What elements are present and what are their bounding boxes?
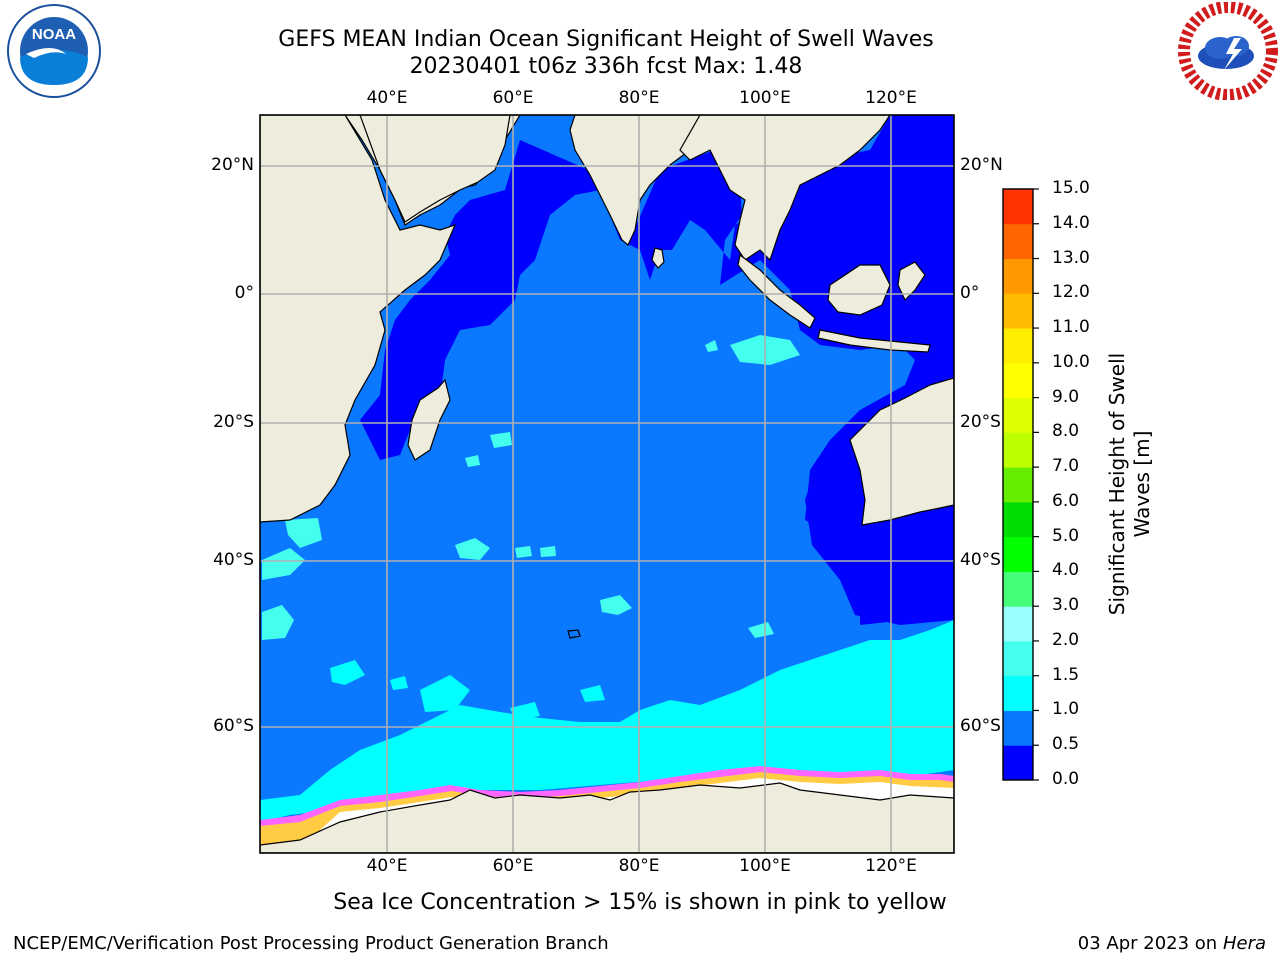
colorbar-tick-label: 2.0 bbox=[1052, 629, 1080, 650]
lon-label-bottom: 60°E bbox=[492, 856, 534, 876]
lat-label-right: 0° bbox=[960, 283, 980, 303]
noaa-logo-icon: NOAA bbox=[7, 4, 101, 98]
colorbar-tick-label: 5.0 bbox=[1052, 525, 1080, 546]
colorbar-title-line1: Significant Height of Swell bbox=[1105, 352, 1129, 616]
colorbar-segment bbox=[1003, 223, 1033, 260]
colorbar-segment bbox=[1003, 397, 1033, 433]
colorbar-segment bbox=[1003, 536, 1033, 572]
footer-credit: NCEP/EMC/Verification Post Processing Pr… bbox=[13, 933, 609, 954]
footer-host: Hera bbox=[1222, 933, 1266, 954]
colorbar bbox=[1003, 188, 1039, 781]
colorbar-segment bbox=[1003, 501, 1033, 538]
land-antarctica bbox=[260, 782, 954, 853]
colorbar-segment bbox=[1003, 710, 1033, 746]
lat-label-left: 60°S bbox=[213, 716, 254, 736]
noaa-logo-text: NOAA bbox=[32, 26, 76, 43]
footer-date-text: 03 Apr 2023 on bbox=[1077, 933, 1223, 954]
colorbar-tick-label: 4.0 bbox=[1052, 560, 1080, 581]
colorbar-tick-label: 0.0 bbox=[1052, 769, 1080, 789]
colorbar-tick-label: 7.0 bbox=[1052, 456, 1080, 477]
lon-label-top: 80°E bbox=[618, 88, 660, 108]
land-sulawesi bbox=[897, 261, 926, 302]
footer-date: 03 Apr 2023 on Hera bbox=[1078, 933, 1266, 954]
colorbar-tick-label: 14.0 bbox=[1052, 212, 1090, 233]
land-india bbox=[569, 115, 701, 246]
colorbar-segment bbox=[1003, 571, 1033, 607]
lon-label-top: 100°E bbox=[739, 88, 791, 108]
lon-label-bottom: 80°E bbox=[618, 856, 660, 876]
lat-label-left: 40°S bbox=[213, 550, 254, 570]
lon-label-bottom: 100°E bbox=[739, 856, 791, 876]
colorbar-segment bbox=[1003, 640, 1033, 677]
lat-label-left: 20°N bbox=[211, 155, 254, 175]
colorbar-tick-label: 10.0 bbox=[1052, 351, 1090, 372]
colorbar-tick-label: 6.0 bbox=[1052, 490, 1080, 511]
lat-label-left: 0° bbox=[234, 283, 254, 303]
colorbar-tick-label: 1.0 bbox=[1052, 699, 1080, 720]
graticule bbox=[260, 115, 954, 853]
land-java bbox=[817, 329, 931, 353]
land-sri-lanka bbox=[651, 247, 665, 269]
colorbar-tick-label: 0.5 bbox=[1052, 734, 1080, 755]
lon-label-top: 60°E bbox=[492, 88, 534, 108]
colorbar-segment bbox=[1003, 467, 1033, 503]
land-southeast-asia bbox=[679, 115, 891, 262]
lat-label-right: 20°S bbox=[960, 412, 1001, 432]
colorbar-segment bbox=[1003, 745, 1033, 781]
lon-label-bottom: 120°E bbox=[865, 856, 917, 876]
map-frame bbox=[259, 114, 955, 854]
swell-1.0-1.5m-patches bbox=[330, 660, 605, 720]
colorbar-segment bbox=[1003, 362, 1033, 399]
lat-label-right: 40°S bbox=[960, 550, 1001, 570]
lon-label-top: 40°E bbox=[366, 88, 408, 108]
colorbar-frame bbox=[1002, 188, 1034, 781]
land-arabian-peninsula bbox=[359, 115, 511, 223]
land-kerguelen bbox=[567, 629, 581, 639]
colorbar-tick-label: 1.5 bbox=[1052, 664, 1080, 685]
colorbar-segment bbox=[1003, 432, 1033, 468]
nws-logo-icon bbox=[1178, 2, 1278, 100]
land-masses bbox=[260, 115, 954, 853]
lat-label-right: 60°S bbox=[960, 716, 1001, 736]
colorbar-tick-label: 13.0 bbox=[1052, 247, 1090, 268]
lon-label-top: 120°E bbox=[865, 88, 917, 108]
colorbar-title-line2: Waves [m] bbox=[1130, 430, 1154, 538]
colorbar-segment bbox=[1003, 675, 1033, 711]
colorbar-segment bbox=[1003, 293, 1033, 329]
land-australia bbox=[849, 377, 954, 526]
colorbar-tick-label: 3.0 bbox=[1052, 595, 1080, 616]
swell-0-0.5m-northern-region bbox=[360, 115, 954, 625]
colorbar-segment bbox=[1003, 189, 1033, 225]
colorbar-tick-label: 12.0 bbox=[1052, 282, 1090, 303]
land-borneo bbox=[827, 264, 891, 316]
sea-ice-note: Sea Ice Concentration > 15% is shown in … bbox=[333, 890, 947, 915]
colorbar-segment bbox=[1003, 328, 1033, 364]
lat-label-left: 20°S bbox=[213, 412, 254, 432]
lat-label-right: 20°N bbox=[960, 155, 1003, 175]
lon-label-bottom: 40°E bbox=[366, 856, 408, 876]
colorbar-tick-label: 8.0 bbox=[1052, 421, 1080, 442]
land-sumatra bbox=[737, 253, 816, 329]
colorbar-segment bbox=[1003, 258, 1033, 294]
colorbar-segment bbox=[1003, 606, 1033, 642]
colorbar-tick-label: 11.0 bbox=[1052, 317, 1090, 338]
map-subtitle: 20230401 t06z 336h fcst Max: 1.48 bbox=[409, 54, 803, 79]
colorbar-title: Significant Height of Swell Waves [m] bbox=[1105, 324, 1155, 644]
colorbar-tick-label: 9.0 bbox=[1052, 386, 1080, 407]
colorbar-tick-label: 15.0 bbox=[1052, 178, 1090, 198]
map-title: GEFS MEAN Indian Ocean Significant Heigh… bbox=[278, 27, 934, 52]
land-madagascar bbox=[407, 378, 451, 461]
swell-1.5-2.0m-patches bbox=[262, 335, 800, 640]
